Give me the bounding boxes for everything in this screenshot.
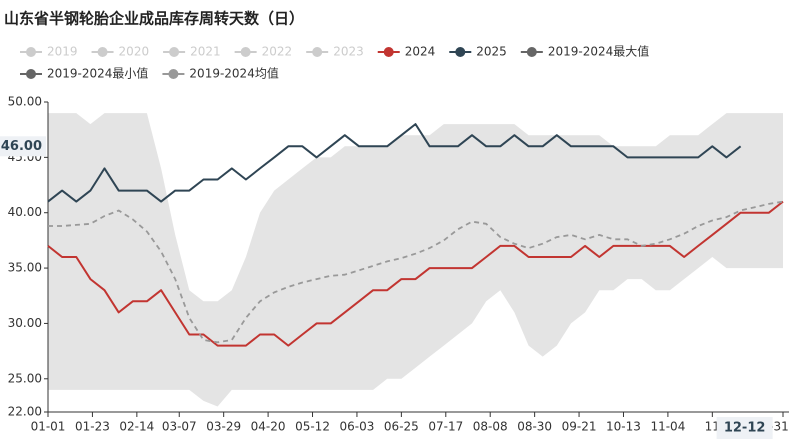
- legend-label: 2019-2024最大值: [548, 44, 649, 59]
- x-tick-label: 06-25: [384, 420, 419, 434]
- y-tick-label: 25.00: [8, 371, 42, 385]
- x-tick-label: -31: [769, 420, 789, 434]
- crosshair-y-box: [0, 136, 46, 157]
- x-tick-label: 01-01: [31, 420, 66, 434]
- x-tick-label: 04-20: [251, 420, 286, 434]
- legend-item[interactable]: 2019-2024均值: [162, 66, 279, 81]
- legend-label: 2023: [333, 45, 364, 59]
- range-band: [48, 113, 783, 407]
- legend-marker: [526, 47, 537, 57]
- chart-title: 山东省半钢轮胎企业成品库存周转天数（日）: [4, 10, 304, 28]
- legend-label: 2019-2024最小值: [47, 66, 148, 81]
- x-tick-label: 06-03: [340, 420, 375, 434]
- x-tick-label: 08-08: [473, 420, 508, 434]
- legend-label: 2021: [190, 45, 221, 59]
- legend-item[interactable]: 2023: [306, 45, 364, 59]
- x-tick-label: 03-07: [162, 420, 197, 434]
- legend-marker: [97, 47, 108, 57]
- legend-item[interactable]: 2019-2024最小值: [20, 66, 148, 81]
- legend-item[interactable]: 2019: [20, 45, 78, 59]
- legend-item[interactable]: 2024: [377, 45, 436, 59]
- legend-item[interactable]: 2020: [91, 45, 150, 59]
- x-tick-label: 11: [705, 420, 720, 434]
- legend-marker: [383, 47, 394, 57]
- legend-marker: [26, 47, 36, 57]
- series-line: [47, 123, 742, 203]
- x-tick-label: 05-12: [295, 420, 330, 434]
- legend-item[interactable]: 2019-2024最大值: [520, 44, 649, 59]
- legend-label: 2020: [119, 45, 150, 59]
- legend-marker: [169, 47, 180, 57]
- series-line: [48, 200, 784, 344]
- legend-item[interactable]: 2022: [234, 45, 293, 59]
- x-tick-label: 11-04: [650, 420, 685, 434]
- legend-label: 2019: [47, 45, 78, 59]
- x-tick-label: 02-14: [119, 420, 154, 434]
- legend-item[interactable]: 2021: [163, 45, 221, 59]
- x-tick-label: 09-21: [562, 420, 597, 434]
- y-tick-label: 40.00: [8, 205, 42, 219]
- x-tick-label: 01-23: [75, 420, 110, 434]
- y-tick-label: 50.00: [8, 95, 42, 109]
- legend-marker: [312, 47, 323, 57]
- legend-label: 2022: [262, 45, 293, 59]
- crosshair-y-label: 46.00: [1, 139, 42, 154]
- legend-label: 2025: [476, 45, 507, 59]
- x-tick-label: 03-29: [206, 420, 241, 434]
- x-tick-label: 07-17: [428, 420, 463, 434]
- legend-marker: [455, 47, 466, 57]
- x-tick-label: 08-30: [517, 420, 552, 434]
- y-tick-label: 35.00: [8, 261, 42, 275]
- crosshair-x-label: 12-12: [724, 421, 766, 436]
- series-line: [47, 200, 784, 347]
- legend-marker: [26, 69, 36, 79]
- crosshair-x-box: [716, 417, 773, 439]
- x-tick-label: 10-13: [606, 420, 641, 434]
- legend-marker: [168, 69, 179, 79]
- legend-label: 2024: [405, 45, 436, 59]
- legend-item[interactable]: 2025: [449, 45, 507, 59]
- legend-label: 2019-2024均值: [189, 66, 278, 81]
- legend-marker: [240, 47, 251, 57]
- y-tick-label: 30.00: [8, 316, 42, 330]
- y-tick-label: 22.00: [8, 405, 42, 419]
